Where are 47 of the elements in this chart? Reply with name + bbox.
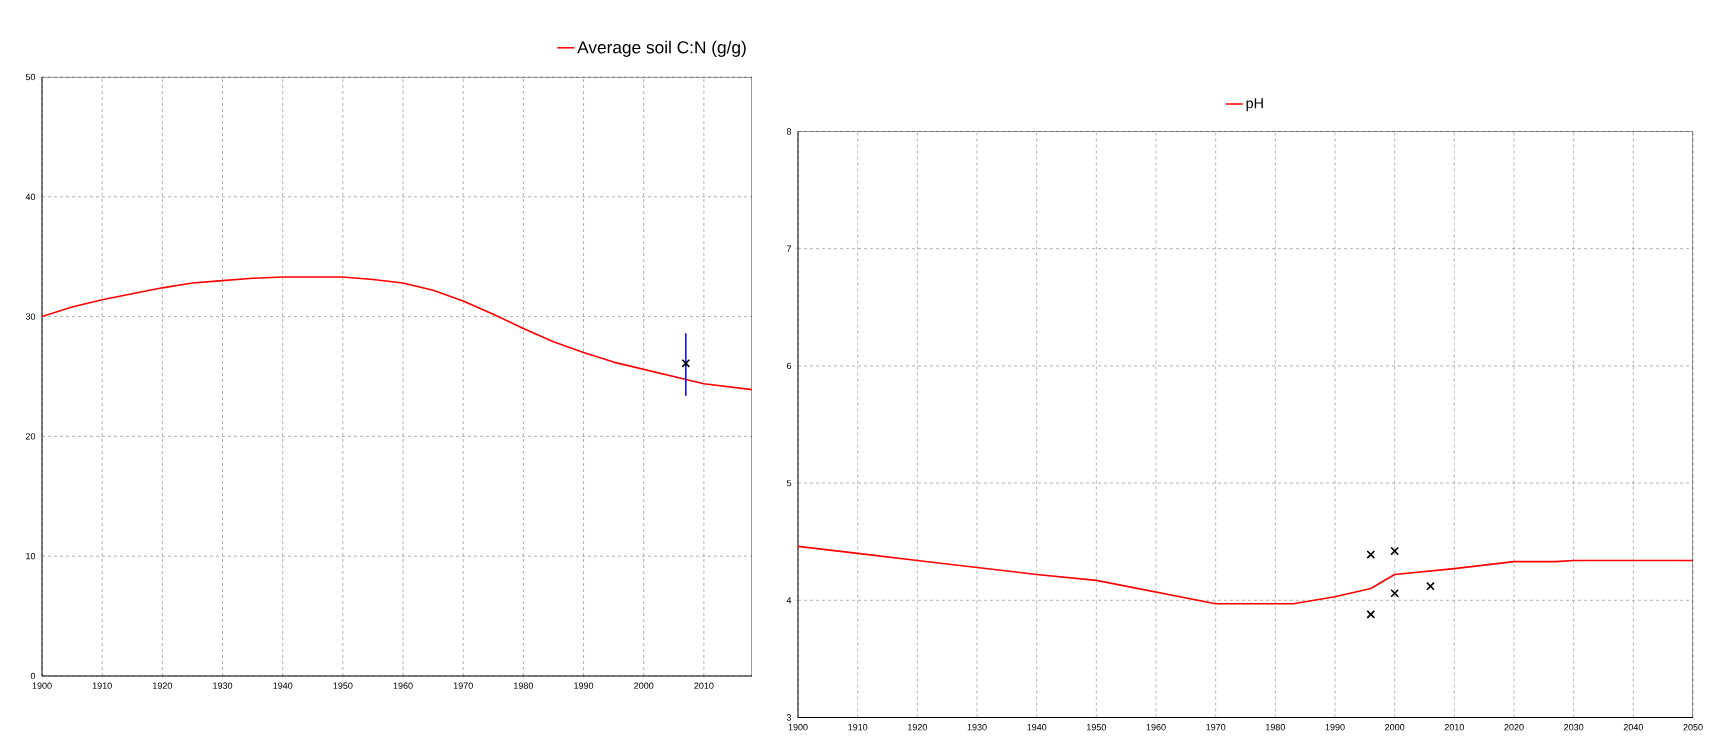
x-tick-label: 1980 [1266, 724, 1285, 731]
x-tick-label: 1900 [32, 682, 52, 689]
x-tick-label: 1950 [333, 682, 353, 689]
x-tick-label: 1930 [967, 724, 987, 731]
x-tick-label: 2000 [1385, 724, 1405, 731]
y-tick-label: 4 [786, 597, 792, 604]
x-tick-label: 2030 [1564, 724, 1584, 731]
x-tick-label: 1960 [393, 682, 413, 689]
y-tick-label: 20 [25, 433, 36, 440]
y-tick-label: 30 [25, 313, 36, 320]
point [1390, 588, 1400, 598]
x-tick-label: 1930 [213, 682, 233, 689]
x-tick-label: 1910 [92, 682, 112, 689]
x-tick-label: 1980 [514, 682, 534, 689]
x-tick-label: 1900 [788, 724, 808, 731]
point [1366, 610, 1376, 619]
x-tick-label: 2000 [634, 682, 654, 689]
y-tick-label: 40 [25, 193, 36, 200]
point [1366, 550, 1376, 559]
y-tick-label: 3 [786, 714, 792, 721]
y-tick-label: 10 [26, 552, 36, 560]
x-tick-label: 1970 [453, 682, 473, 689]
y-tick-label: 8 [786, 128, 792, 135]
legend-label: Average soil C:N (g/g) [577, 40, 746, 57]
x-tick-label: 2010 [1444, 724, 1464, 731]
x-tick-label: 1940 [1027, 724, 1047, 731]
legend-label: pH [1246, 98, 1263, 112]
y-tick-label: 6 [786, 362, 792, 370]
x-tick-label: 2020 [1504, 724, 1524, 731]
y-tick-label: 50 [25, 73, 36, 81]
x-tick-label: 1950 [1087, 724, 1106, 731]
x-tick-label: 1910 [848, 724, 868, 731]
x-tick-label: 1940 [273, 682, 293, 689]
y-tick-label: 7 [786, 245, 792, 252]
x-tick-label: 1920 [908, 724, 927, 731]
x-tick-label: 2040 [1623, 724, 1643, 731]
x-tick-label: 1990 [574, 682, 594, 689]
x-tick-label: 1990 [1325, 724, 1345, 731]
x-tick-label: 2050 [1683, 724, 1703, 731]
x-tick-label: 1970 [1206, 724, 1226, 731]
y-tick-label: 5 [786, 479, 792, 487]
x-tick-label: 2010 [694, 682, 714, 689]
x-tick-label: 1920 [153, 682, 173, 689]
point [1390, 546, 1400, 556]
y-tick-label: 0 [30, 672, 36, 680]
point [1426, 581, 1435, 591]
x-tick-label: 1960 [1146, 724, 1166, 731]
